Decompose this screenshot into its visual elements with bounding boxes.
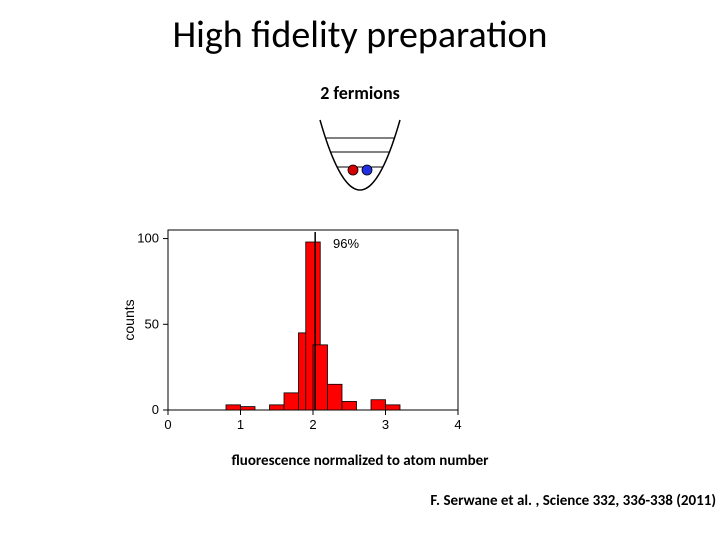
trap-diagram (310, 110, 410, 200)
x-axis-label: fluorescence normalized to atom number (0, 452, 720, 470)
citation-text: F. Serwane et al. , Science 332, 336-338… (430, 492, 716, 510)
svg-text:100: 100 (137, 231, 159, 246)
svg-text:96%: 96% (333, 236, 359, 251)
svg-text:50: 50 (145, 316, 159, 331)
histogram-chart: 0 50 100 0 1 2 3 4 counts 96% (118, 220, 478, 430)
svg-text:4: 4 (454, 417, 461, 430)
slide-subtitle: 2 fermions (0, 82, 720, 104)
svg-text:1: 1 (237, 417, 244, 430)
svg-text:2: 2 (309, 417, 316, 430)
svg-text:0: 0 (152, 402, 159, 417)
svg-text:3: 3 (382, 417, 389, 430)
slide-title: High fidelity preparation (0, 12, 720, 58)
svg-text:0: 0 (164, 417, 171, 430)
svg-text:counts: counts (121, 299, 137, 340)
